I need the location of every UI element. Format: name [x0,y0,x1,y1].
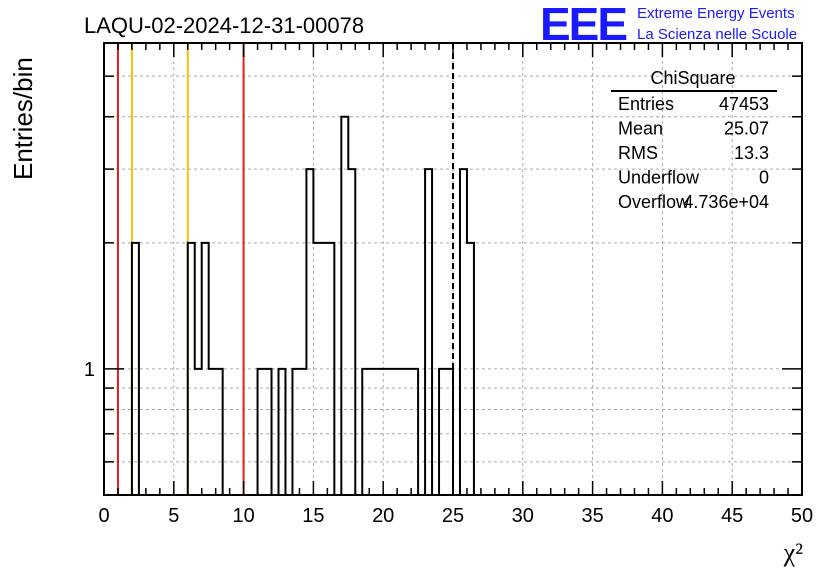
x-tick-label: 45 [721,505,743,527]
stats-box: ChiSquare Entries 47453 Mean 25.07 RMS 13.3 Un… [611,68,777,212]
logo-subtitle-line2: La Scienza nelle Scuole [637,26,797,43]
x-tick-label: 50 [791,505,813,527]
x-tick-label: 30 [512,505,534,527]
x-tick-label: 5 [168,505,179,527]
x-tick-label: 0 [98,505,109,527]
logo-subtitle-line1: Extreme Energy Events [637,5,795,22]
stats-label: Overflow [618,192,690,212]
y-tick-label: 1 [84,359,95,381]
y-axis-label: Entries/bin [8,57,38,180]
stats-value: 13.3 [734,143,769,163]
x-tick-label: 15 [302,505,324,527]
stats-label: Underflow [618,168,700,188]
stats-value: 4.736e+04 [683,192,769,212]
eee-logo: EEE Extreme Energy Events La Scienza nel… [540,0,797,50]
stats-label: RMS [618,143,658,163]
logo-text: EEE [540,0,626,50]
x-tick-label: 25 [442,505,464,527]
stats-value: 25.07 [724,119,769,139]
x-tick-label: 40 [651,505,673,527]
chart-title: LAQU-02-2024-12-31-00078 [84,13,364,38]
stats-label: Entries [618,94,674,114]
x-tick-label: 35 [581,505,603,527]
stats-value: 47453 [719,94,769,114]
x-ticks: 0 5 10 15 20 25 30 35 40 45 50 [98,43,813,527]
x-tick-label: 10 [232,505,254,527]
stats-value: 0 [759,168,769,188]
x-tick-label: 20 [372,505,394,527]
stats-box-name: ChiSquare [650,68,735,88]
x-axis-label: χ² [783,538,804,567]
y-ticks: 1 [84,75,802,463]
stats-label: Mean [618,119,663,139]
